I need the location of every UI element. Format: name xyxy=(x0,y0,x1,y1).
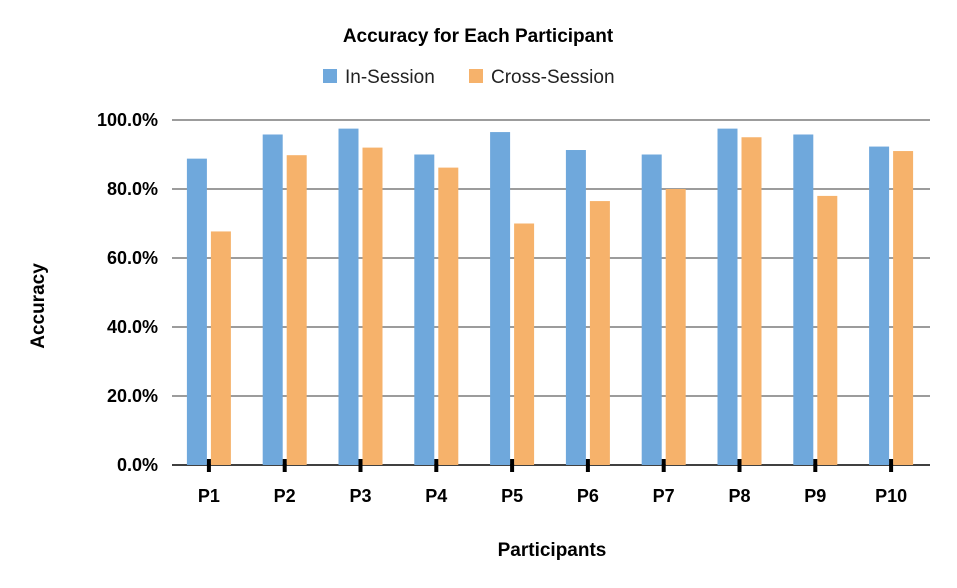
x-tick-label: P3 xyxy=(349,486,371,506)
bar-p1-cross-session xyxy=(210,231,231,465)
legend-swatch-in-session xyxy=(323,69,337,83)
bar-p6-in-session xyxy=(565,150,586,465)
bar-p7-cross-session xyxy=(665,189,686,465)
y-tick-label: 20.0% xyxy=(107,386,158,406)
bar-p7-in-session xyxy=(641,154,662,465)
bar-p10-cross-session xyxy=(893,151,914,466)
y-tick-label: 60.0% xyxy=(107,248,158,268)
y-tick-label: 100.0% xyxy=(97,110,158,130)
bar-p1-in-session xyxy=(186,158,207,465)
x-tick-label: P7 xyxy=(653,486,675,506)
y-tick-label: 0.0% xyxy=(117,455,158,475)
x-tick-label: P6 xyxy=(577,486,599,506)
legend-label-cross-session: Cross-Session xyxy=(491,67,615,88)
bar-p8-cross-session xyxy=(741,137,762,465)
bar-p3-cross-session xyxy=(362,147,383,465)
x-tick-label: P1 xyxy=(198,486,220,506)
bar-p9-in-session xyxy=(793,134,814,466)
bar-p3-in-session xyxy=(338,128,359,465)
x-axis-label: Participants xyxy=(498,540,607,561)
x-tick-label: P10 xyxy=(875,486,907,506)
y-axis-label: Accuracy xyxy=(28,263,49,349)
legend-swatch-cross-session xyxy=(469,69,483,83)
bar-p2-cross-session xyxy=(286,155,307,465)
y-axis-ticks: 0.0% 20.0% 40.0% 60.0% 80.0% 100.0% xyxy=(97,110,158,475)
x-tick-label: P4 xyxy=(425,486,447,506)
x-tick-label: P9 xyxy=(804,486,826,506)
gridlines xyxy=(172,119,930,466)
x-axis-ticks: P1 P2 P3 P4 P5 P6 P7 P8 P9 P10 xyxy=(198,459,907,506)
legend-label-in-session: In-Session xyxy=(345,67,435,88)
x-tick-label: P5 xyxy=(501,486,523,506)
bars xyxy=(186,128,914,466)
bar-p9-cross-session xyxy=(817,195,838,465)
bar-p4-in-session xyxy=(414,154,435,465)
x-tick-label: P2 xyxy=(274,486,296,506)
x-tick-label: P8 xyxy=(728,486,750,506)
bar-p6-cross-session xyxy=(589,201,610,465)
y-tick-label: 80.0% xyxy=(107,179,158,199)
bar-p2-in-session xyxy=(262,134,283,466)
bar-p4-cross-session xyxy=(438,167,459,466)
legend: In-Session Cross-Session xyxy=(323,67,615,88)
y-tick-label: 40.0% xyxy=(107,317,158,337)
bar-p5-in-session xyxy=(490,132,511,465)
chart-title: Accuracy for Each Participant xyxy=(343,26,614,47)
bar-p8-in-session xyxy=(717,128,738,465)
bar-p5-cross-session xyxy=(514,223,535,465)
bar-p10-in-session xyxy=(869,146,890,465)
